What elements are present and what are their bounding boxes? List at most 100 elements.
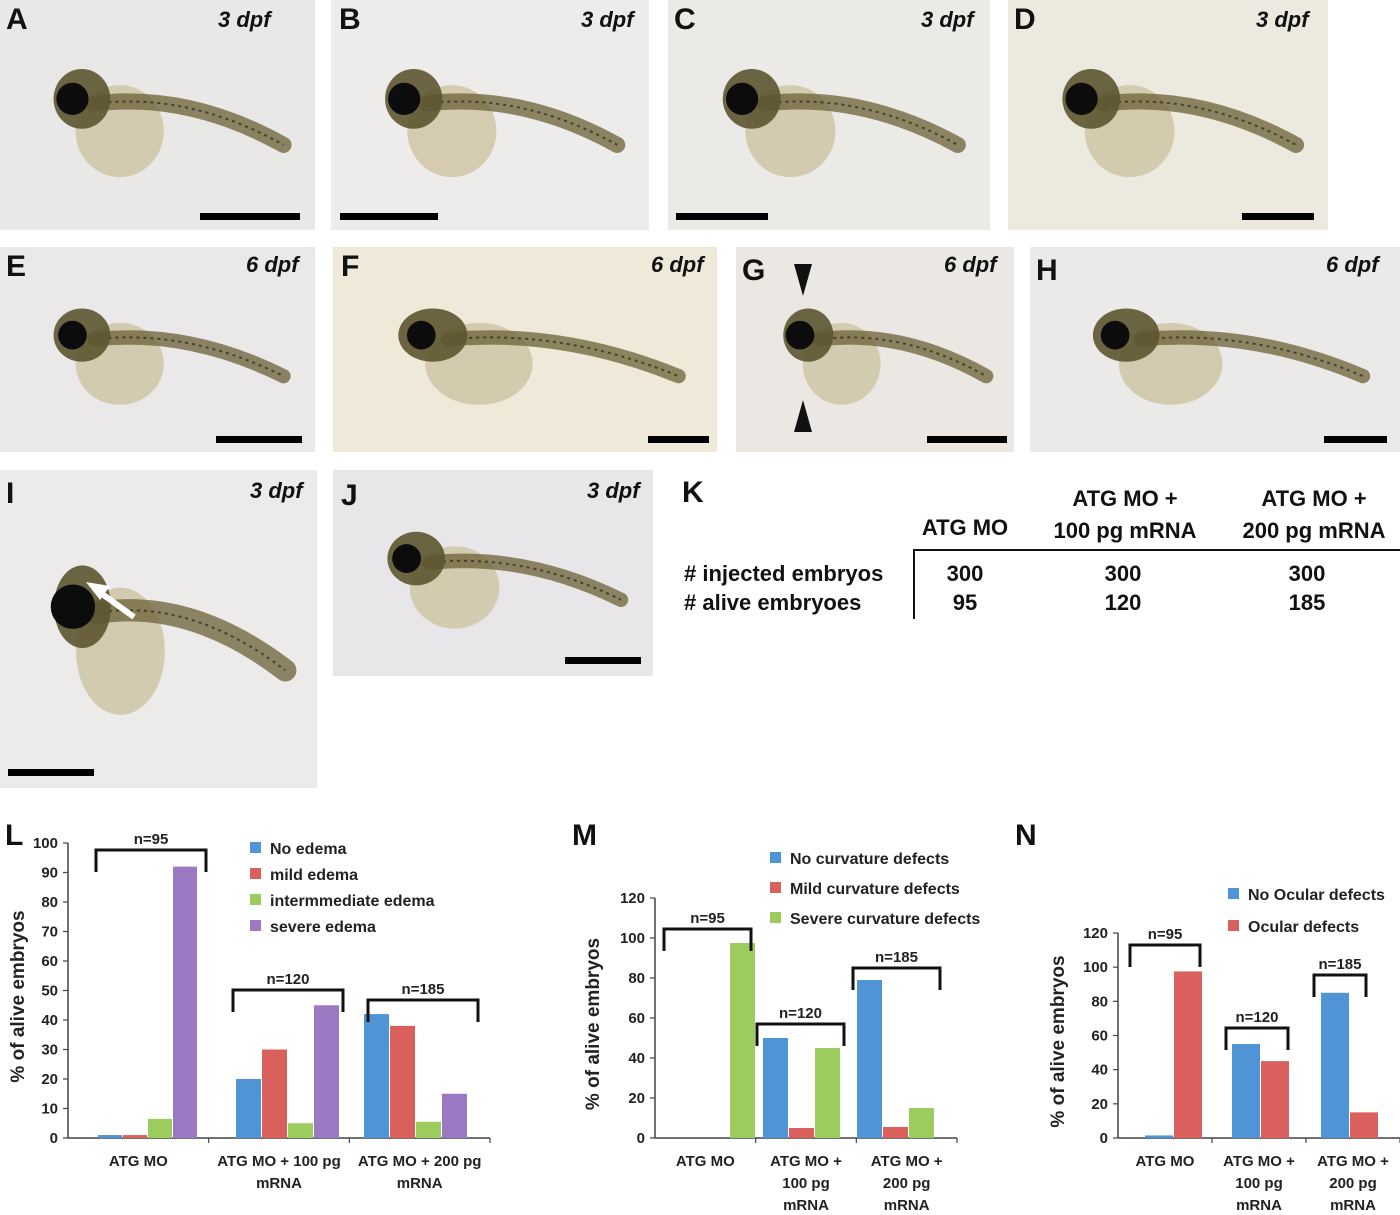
x-category-label: ATG MO + [1223, 1153, 1295, 1170]
legend-label: Ocular defects [1248, 919, 1359, 936]
y-tick-label: 120 [620, 890, 645, 907]
bar-ocular-defects [1350, 1112, 1378, 1138]
y-tick-label: 100 [1083, 959, 1108, 976]
bar-no-ocular-defects [1321, 993, 1349, 1138]
bar-intermmediate-edema [148, 1119, 172, 1138]
n-label: n=185 [402, 981, 445, 998]
panel-label-m: M [572, 819, 597, 852]
x-category-label: ATG MO [676, 1153, 735, 1170]
y-tick-label: 80 [41, 894, 58, 911]
x-category-label: mRNA [783, 1197, 829, 1214]
y-axis-label: % of alive embryos [583, 938, 604, 1110]
y-tick-label: 20 [41, 1071, 58, 1088]
legend-swatch [250, 894, 261, 905]
x-category-label: mRNA [1236, 1197, 1282, 1214]
y-tick-label: 80 [628, 970, 645, 987]
legend-swatch [770, 882, 781, 893]
legend-swatch [1228, 920, 1239, 931]
y-tick-label: 90 [41, 865, 58, 882]
x-category-label: ATG MO + [1317, 1153, 1389, 1170]
bar-mild-curvature-defects [883, 1127, 908, 1138]
x-category-label: ATG MO + [770, 1153, 842, 1170]
bar-ocular-defects [1261, 1061, 1289, 1138]
y-tick-label: 40 [1091, 1062, 1108, 1079]
chart-l: L 0 10 20 30 40 50 60 70 80 90 100 % of alive embryo… [5, 819, 490, 1192]
y-tick-label: 20 [1091, 1096, 1108, 1113]
legend-label: No edema [270, 841, 347, 858]
legend-swatch [1228, 888, 1239, 899]
x-category-label: ATG MO + 100 pg [217, 1153, 341, 1170]
panel-label-l: L [5, 819, 23, 852]
x-category-label: mRNA [256, 1175, 302, 1192]
bar-no-edema [98, 1135, 122, 1138]
bar-mild-edema [123, 1135, 147, 1138]
bar-severe-edema [173, 867, 197, 1138]
bar-no-ocular-defects [1145, 1135, 1173, 1138]
y-axis-label: % of alive embryos [8, 910, 29, 1082]
y-tick-label: 60 [628, 1010, 645, 1027]
n-label: n=185 [1319, 956, 1362, 973]
bar-severe-curvature-defects [730, 943, 755, 1138]
bar-severe-edema [314, 1005, 339, 1138]
x-category-label: mRNA [397, 1175, 443, 1192]
x-category-label: 100 pg [1235, 1175, 1283, 1192]
legend-label: No Ocular defects [1248, 887, 1385, 904]
n-label: n=95 [134, 831, 169, 848]
legend-label: severe edema [270, 919, 376, 936]
y-tick-label: 0 [637, 1130, 645, 1147]
y-tick-label: 30 [41, 1042, 58, 1059]
y-tick-label: 0 [1100, 1130, 1108, 1147]
y-tick-label: 20 [628, 1090, 645, 1107]
x-category-label: 100 pg [782, 1175, 830, 1192]
y-tick-label: 0 [50, 1130, 58, 1147]
legend-label: Severe curvature defects [790, 911, 980, 928]
bar-intermmediate-edema [288, 1123, 313, 1138]
bar-no-edema [236, 1079, 261, 1138]
y-tick-label: 100 [33, 835, 58, 852]
bar-no-curvature-defects [857, 980, 882, 1138]
n-label: n=120 [267, 971, 310, 988]
y-tick-label: 80 [1091, 993, 1108, 1010]
bar-intermmediate-edema [416, 1122, 441, 1138]
y-tick-label: 100 [620, 930, 645, 947]
x-category-label: mRNA [1330, 1197, 1376, 1214]
legend-swatch [770, 912, 781, 923]
bar-severe-curvature-defects [815, 1048, 840, 1138]
legend-swatch [250, 920, 261, 931]
legend-label: mild edema [270, 867, 358, 884]
y-axis-label: % of alive embryos [1048, 955, 1069, 1127]
legend-swatch [250, 842, 261, 853]
bar-mild-edema [262, 1050, 287, 1139]
bar-severe-curvature-defects [909, 1108, 934, 1138]
n-label: n=185 [875, 949, 918, 966]
y-tick-label: 50 [41, 983, 58, 1000]
legend-swatch [250, 868, 261, 879]
y-tick-label: 70 [41, 924, 58, 941]
x-category-label: 200 pg [883, 1175, 931, 1192]
x-category-label: ATG MO [109, 1153, 168, 1170]
legend-label: No curvature defects [790, 851, 949, 868]
bar-mild-edema [390, 1026, 415, 1138]
bar-no-ocular-defects [1232, 1044, 1260, 1138]
chart-n: N 0 20 40 60 80 100 120 % of alive embryos ATG MO… [1015, 819, 1400, 1214]
legend-label: Mild curvature defects [790, 881, 960, 898]
legend-swatch [770, 852, 781, 863]
x-category-label: ATG MO + 200 pg [358, 1153, 482, 1170]
n-bracket [1130, 945, 1200, 967]
bar-ocular-defects [1174, 971, 1202, 1138]
bar-severe-edema [442, 1094, 467, 1138]
n-label: n=120 [779, 1005, 822, 1022]
x-category-label: mRNA [884, 1197, 930, 1214]
bar-no-edema [364, 1014, 389, 1138]
x-category-label: ATG MO + [871, 1153, 943, 1170]
n-label: n=95 [690, 910, 725, 927]
x-category-label: 200 pg [1329, 1175, 1377, 1192]
y-tick-label: 40 [41, 1012, 58, 1029]
y-tick-label: 10 [41, 1101, 58, 1118]
panel-label-n: N [1015, 819, 1037, 852]
legend-label: intermmediate edema [270, 893, 435, 910]
y-tick-label: 60 [41, 953, 58, 970]
chart-m: M020406080100120% of alive embryosATG MO… [572, 819, 980, 1214]
n-label: n=120 [1236, 1009, 1279, 1026]
bar-no-curvature-defects [763, 1038, 788, 1138]
